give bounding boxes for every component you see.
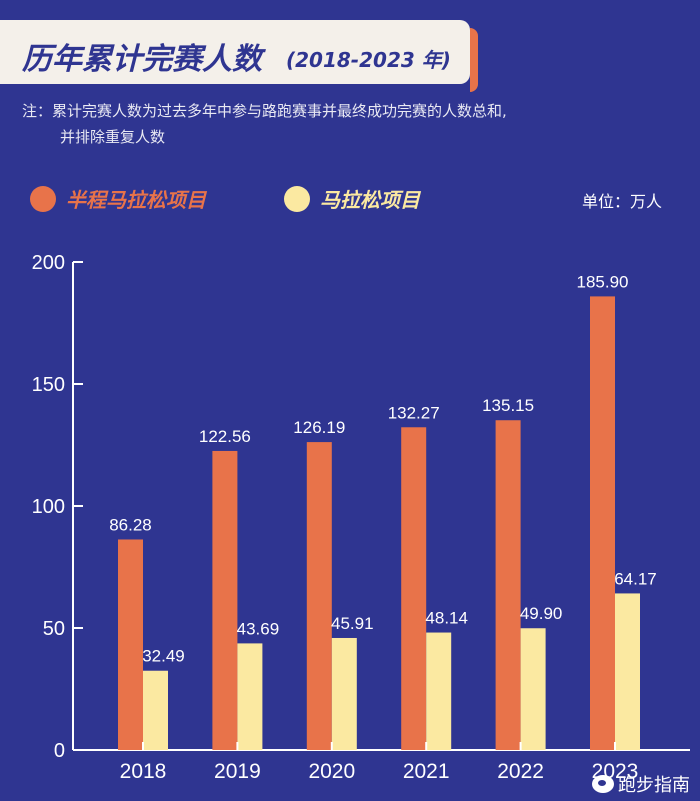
bar-1-2018 [143, 670, 168, 750]
page-title: 历年累计完赛人数 [22, 42, 262, 77]
data-label-0-2020: 126.19 [293, 418, 345, 437]
y-tick-label-0: 0 [54, 740, 65, 762]
data-label-0-2022: 135.15 [482, 396, 534, 415]
data-label-0-2023: 185.90 [577, 272, 629, 291]
data-label-1-2022: 49.90 [520, 604, 563, 623]
legend-item-half-marathon: 半程马拉松项目 [30, 184, 206, 213]
y-tick-label-3: 150 [32, 374, 65, 396]
y-tick-label-1: 50 [43, 618, 65, 640]
source-credit: 跑步指南 [592, 771, 690, 797]
page-subtitle: (2018-2023 年) [286, 48, 451, 72]
bar-0-2018 [118, 539, 143, 750]
note-line-2: 并排除重复人数 [60, 128, 166, 146]
data-label-0-2018: 86.28 [109, 515, 152, 534]
bar-1-2019 [237, 643, 263, 750]
data-label-1-2019: 43.69 [237, 619, 280, 638]
legend-label-half-marathon: 半程马拉松项目 [66, 188, 206, 212]
legend-swatch-half-marathon [30, 185, 56, 212]
bar-1-2022 [520, 628, 546, 750]
chart-note: 注：累计完赛人数为过去多年中参与路跑赛事并最终成功完赛的人数总和, 并排除重复人… [22, 98, 682, 150]
data-label-1-2023: 64.17 [614, 569, 657, 588]
bar-1-2020 [331, 637, 357, 750]
bar-1-2023 [615, 593, 640, 750]
data-label-1-2021: 48.14 [425, 609, 468, 628]
bar-1-2021 [426, 632, 452, 750]
x-tick-label-2019: 2019 [214, 760, 261, 783]
y-tick-label-4: 200 [32, 252, 65, 274]
note-line-1: 注：累计完赛人数为过去多年中参与路跑赛事并最终成功完赛的人数总和, [22, 102, 507, 120]
bar-0-2022 [495, 420, 521, 750]
bar-0-2020 [306, 442, 332, 750]
weibo-icon [592, 775, 614, 793]
chart-legend: 半程马拉松项目 马拉松项目 单位：万人 [30, 184, 670, 218]
y-tick-label-2: 100 [32, 496, 65, 518]
bar-0-2019 [212, 450, 238, 750]
data-label-1-2020: 45.91 [331, 614, 374, 633]
credit-label: 跑步指南 [618, 775, 690, 796]
data-label-1-2018: 32.49 [142, 647, 185, 666]
legend-swatch-marathon [284, 185, 310, 212]
legend-label-marathon: 马拉松项目 [320, 188, 420, 212]
bar-0-2023 [590, 296, 615, 750]
legend-item-marathon: 马拉松项目 [284, 184, 420, 213]
data-label-0-2021: 132.27 [388, 403, 440, 422]
unit-label: 单位：万人 [581, 192, 662, 211]
bar-0-2021 [401, 427, 427, 750]
data-label-0-2019: 122.56 [199, 427, 251, 446]
x-tick-label-2021: 2021 [403, 760, 450, 783]
title-box: 历年累计完赛人数 (2018-2023 年) [0, 20, 478, 92]
x-tick-label-2018: 2018 [120, 760, 167, 783]
x-tick-label-2020: 2020 [308, 760, 355, 783]
x-tick-label-2022: 2022 [497, 760, 544, 783]
